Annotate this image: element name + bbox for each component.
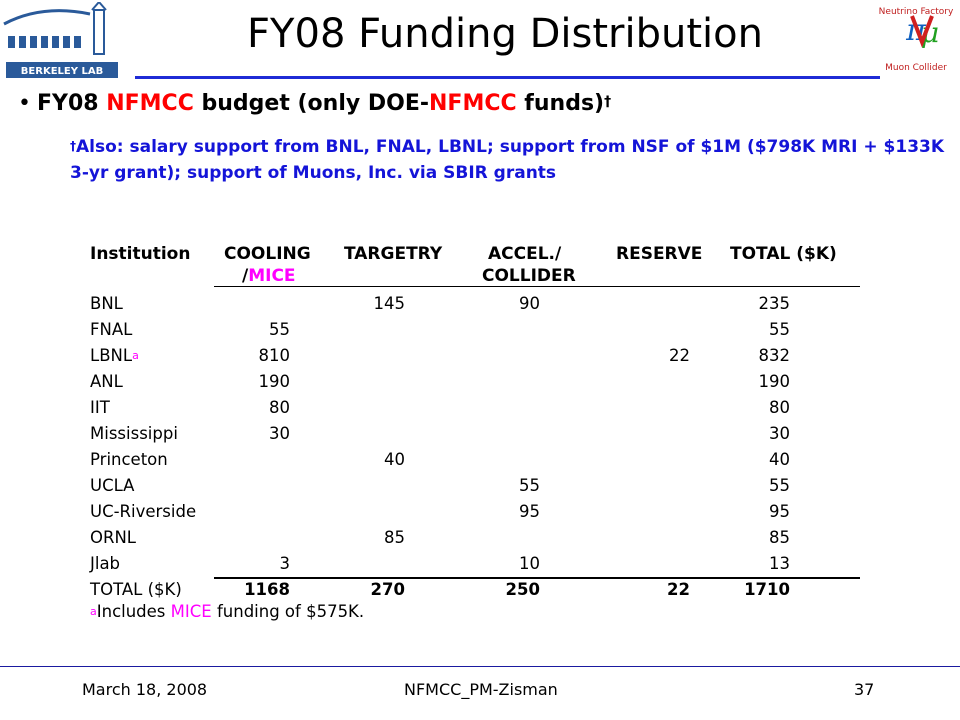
cell-reserve: 22 [669, 346, 690, 365]
cell-cooling: 55 [269, 320, 290, 339]
table-footnote: aIncludes MICE funding of $575K. [90, 602, 364, 622]
header-rule [214, 286, 860, 287]
bullet-text-1: FY08 [36, 91, 107, 116]
cell-targetry: 145 [373, 294, 406, 313]
row-institution: FNAL [90, 320, 132, 340]
totals-cooling: 1168 [244, 580, 290, 599]
totals-accel: 250 [505, 580, 540, 599]
cell-total: 85 [769, 528, 790, 547]
nfmcc-logo: π μ Neutrino Factory Muon Collider [872, 2, 960, 82]
cell-cooling: 810 [258, 346, 291, 365]
note-dagger: † [70, 139, 76, 153]
footer-page-number: 37 [854, 680, 875, 699]
institution-name: Princeton [90, 450, 168, 469]
cell-accel: 10 [519, 554, 540, 573]
header-targetry: TARGETRY [344, 244, 443, 264]
totals-rule [214, 577, 860, 579]
row-institution: BNL [90, 294, 123, 314]
bullet-dot: • [18, 91, 31, 116]
header-cooling-slash: / [242, 266, 249, 286]
institution-name: Mississippi [90, 424, 178, 443]
totals-reserve: 22 [667, 580, 690, 599]
institution-name: BNL [90, 294, 123, 313]
footnote-mark: a [90, 605, 97, 618]
institution-name: Jlab [90, 554, 121, 573]
institution-name: LBNL [90, 346, 133, 365]
cell-accel: 95 [519, 502, 540, 521]
bullet-text-2: budget (only DOE- [193, 91, 430, 116]
row-institution: Jlab [90, 554, 120, 574]
row-institution: Princeton [90, 450, 168, 470]
cell-cooling: 3 [279, 554, 291, 573]
cell-total: 40 [769, 450, 790, 469]
berkeley-lab-logo: BERKELEY LAB [2, 0, 122, 82]
row-institution: UC-Riverside [90, 502, 196, 522]
footnote-prefix: Includes [96, 602, 171, 621]
cell-cooling: 30 [269, 424, 290, 443]
nf-logo-line1: Neutrino Factory [879, 7, 954, 17]
institution-name: ANL [90, 372, 123, 391]
bullet-dagger: † [604, 94, 612, 110]
row-institution: Mississippi [90, 424, 178, 444]
header-cooling-mice: /MICE [242, 266, 296, 286]
header-collider: COLLIDER [482, 266, 576, 286]
row-institution: IIT [90, 398, 110, 418]
row-institution: ANL [90, 372, 123, 392]
bullet-nfmcc-2: NFMCC [429, 91, 517, 116]
institution-name: FNAL [90, 320, 133, 339]
cell-targetry: 40 [384, 450, 405, 469]
slide-title: FY08 Funding Distribution [247, 11, 763, 57]
cell-total: 95 [769, 502, 790, 521]
header-cooling: COOLING [224, 244, 311, 264]
funding-table: Institution COOLING /MICE TARGETRY ACCEL… [90, 238, 860, 638]
lbl-logo-text: BERKELEY LAB [21, 66, 103, 77]
note-text: Also: salary support from BNL, FNAL, LBN… [70, 137, 945, 183]
cell-cooling: 190 [258, 372, 291, 391]
footnote-suffix: funding of $575K. [211, 602, 365, 621]
totals-total: 1710 [744, 580, 790, 599]
cell-total: 235 [758, 294, 791, 313]
header-total: TOTAL ($K) [730, 244, 837, 264]
header-accel: ACCEL./ [488, 244, 562, 264]
svg-text:μ: μ [921, 16, 939, 49]
institution-footnote-mark: a [132, 349, 139, 362]
title-underline [135, 76, 880, 79]
row-institution: LBNLa [90, 346, 139, 366]
nf-logo-line2: Muon Collider [885, 63, 947, 73]
cell-accel: 90 [519, 294, 540, 313]
institution-name: UCLA [90, 476, 135, 495]
cell-total: 80 [769, 398, 790, 417]
institution-name: UC-Riverside [90, 502, 197, 521]
footer-date: March 18, 2008 [82, 680, 208, 699]
row-institution: ORNL [90, 528, 136, 548]
bullet-text-3: funds) [516, 91, 605, 116]
cell-total: 55 [769, 320, 790, 339]
footer-center: NFMCC_PM-Zisman [404, 680, 558, 699]
cell-total: 55 [769, 476, 790, 495]
cell-total: 190 [758, 372, 791, 391]
institution-name: ORNL [90, 528, 136, 547]
cell-total: 30 [769, 424, 790, 443]
row-institution: UCLA [90, 476, 134, 496]
cell-total: 13 [769, 554, 790, 573]
footnote-mice: MICE [170, 602, 212, 621]
footer-rule [0, 666, 960, 667]
institution-name: IIT [90, 398, 110, 417]
funding-note: †Also: salary support from BNL, FNAL, LB… [70, 134, 950, 186]
header-mice: MICE [248, 266, 296, 286]
header-reserve: RESERVE [616, 244, 703, 264]
cell-cooling: 80 [269, 398, 290, 417]
header-institution: Institution [90, 244, 191, 264]
totals-label: TOTAL ($K) [90, 580, 182, 599]
main-bullet: • FY08 NFMCC budget (only DOE-NFMCC funds… [18, 88, 611, 120]
totals-targetry: 270 [370, 580, 405, 599]
bullet-nfmcc-1: NFMCC [106, 91, 194, 116]
cell-accel: 55 [519, 476, 540, 495]
cell-total: 832 [758, 346, 791, 365]
cell-targetry: 85 [384, 528, 405, 547]
